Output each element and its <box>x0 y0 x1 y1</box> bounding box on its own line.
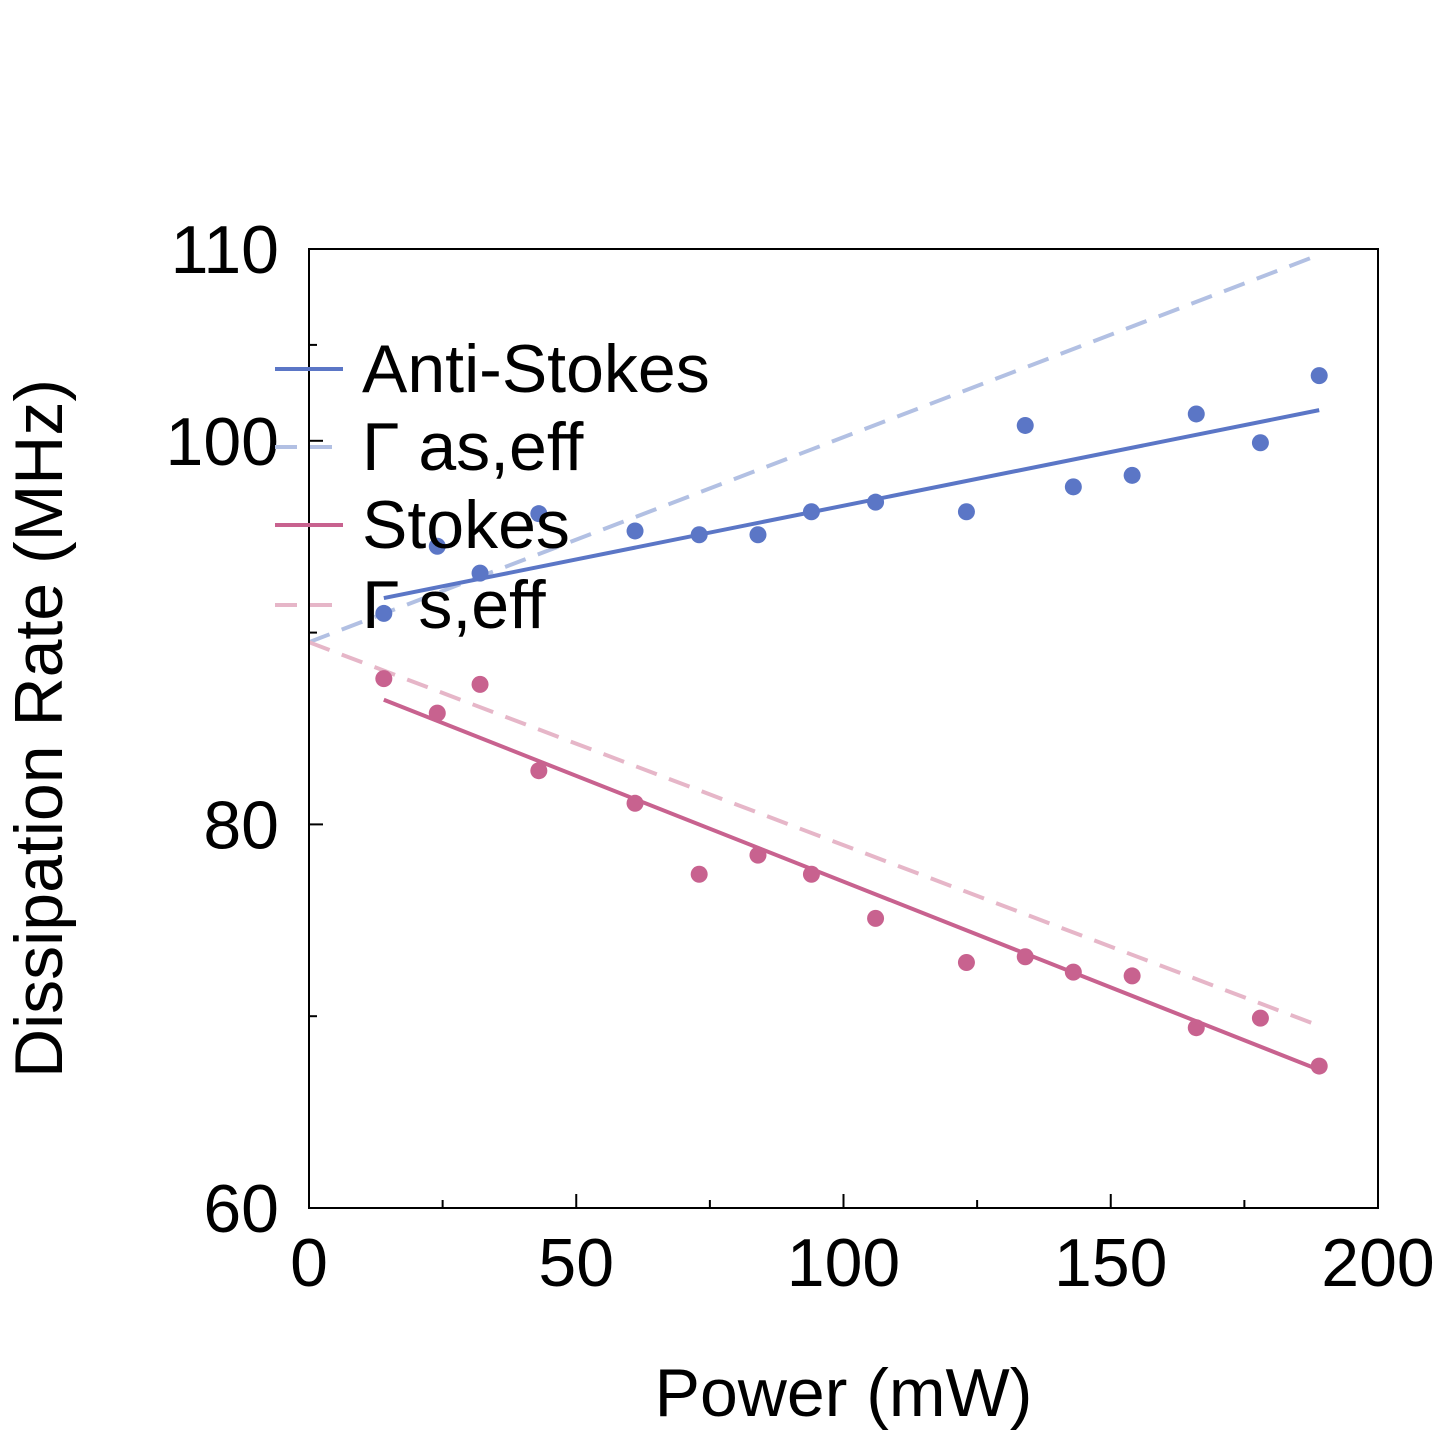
data-point-anti-stokes <box>867 493 885 511</box>
data-point-anti-stokes <box>428 537 446 555</box>
data-point-stokes <box>957 953 975 971</box>
data-point-anti-stokes <box>626 522 644 540</box>
y-tick-label: 100 <box>166 404 279 480</box>
data-point-stokes <box>1187 1019 1205 1037</box>
series-layer <box>308 252 1328 1075</box>
data-point-stokes <box>1064 963 1082 981</box>
ticks-layer: 0 50 100 150 200 60 80 100 110 <box>166 212 1435 1301</box>
data-point-anti-stokes <box>749 526 767 544</box>
legend-label: Anti-Stokes <box>362 331 710 407</box>
data-point-stokes <box>867 909 885 927</box>
x-tick-label: 0 <box>290 1225 328 1301</box>
data-point-stokes <box>626 794 644 812</box>
x-tick-label: 200 <box>1321 1225 1434 1301</box>
data-point-stokes <box>802 865 820 883</box>
data-point-stokes <box>1123 967 1141 985</box>
data-point-stokes <box>690 865 708 883</box>
y-tick-label: 110 <box>171 212 279 288</box>
data-point-anti-stokes <box>802 503 820 521</box>
data-point-anti-stokes <box>1123 466 1141 484</box>
data-point-anti-stokes <box>1016 416 1034 434</box>
data-point-anti-stokes <box>530 505 548 523</box>
data-point-stokes <box>1251 1009 1269 1027</box>
x-axis-title: Power (mW) <box>655 1355 1033 1431</box>
data-point-anti-stokes <box>471 564 489 582</box>
legend-label: Γ as,eff <box>362 409 584 485</box>
data-point-anti-stokes <box>375 604 393 622</box>
x-tick-label: 100 <box>787 1225 900 1301</box>
data-point-anti-stokes <box>1251 434 1269 452</box>
data-point-stokes <box>530 762 548 780</box>
series-line-stokes <box>383 697 1320 1072</box>
legend-label: Stokes <box>362 487 570 563</box>
data-point-stokes <box>1016 948 1034 966</box>
x-tick-label: 50 <box>538 1225 614 1301</box>
y-axis-title: Dissipation Rate (MHz) <box>1 379 77 1078</box>
series-line-anti-stokes <box>383 408 1320 601</box>
data-point-anti-stokes <box>1310 367 1328 385</box>
x-tick-label: 150 <box>1054 1225 1167 1301</box>
data-point-anti-stokes <box>1187 405 1205 423</box>
data-point-anti-stokes <box>957 503 975 521</box>
data-point-stokes <box>749 846 767 864</box>
data-point-stokes <box>428 704 446 722</box>
series-line-s-eff-dashed <box>308 640 1320 1028</box>
y-tick-label: 80 <box>203 787 279 863</box>
data-point-anti-stokes <box>690 526 708 544</box>
data-point-stokes <box>471 675 489 693</box>
data-point-stokes <box>1310 1057 1328 1075</box>
y-tick-label: 60 <box>203 1171 279 1247</box>
data-point-anti-stokes <box>1064 478 1082 496</box>
data-point-stokes <box>375 670 393 688</box>
legend-label: Γ s,eff <box>362 567 546 643</box>
